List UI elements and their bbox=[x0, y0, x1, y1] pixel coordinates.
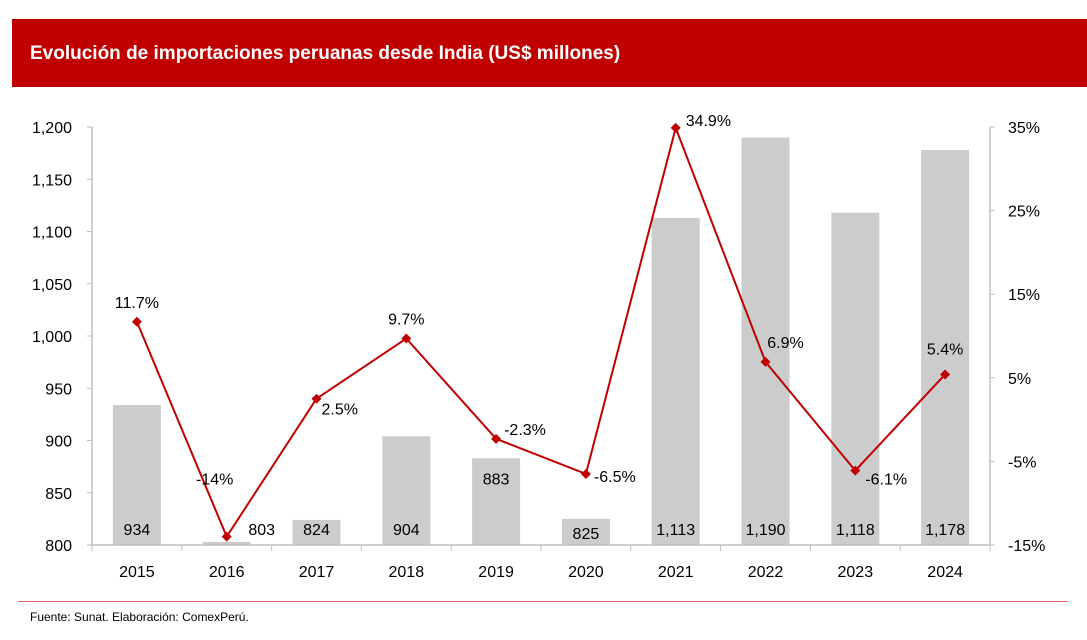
right-tick-label: 15% bbox=[1008, 287, 1040, 304]
chart: 800 850 900 950 1,000 1,050 1,100 1,150 1,200 -15… bbox=[32, 113, 1045, 581]
bar-2015 bbox=[112, 404, 161, 545]
left-tick-label: 1,150 bbox=[32, 172, 72, 189]
x-tick-label: 2020 bbox=[568, 564, 604, 581]
bar-2019 bbox=[472, 458, 521, 545]
growth-value-label: 34.9% bbox=[686, 113, 731, 130]
data-labels: 934 803 824 904 883 825 1,113 1,190 1,118 1,178 11… bbox=[115, 113, 965, 543]
bar-value-label: 883 bbox=[483, 471, 510, 488]
x-tick-label: 2017 bbox=[299, 564, 335, 581]
bar-value-label: 934 bbox=[124, 522, 151, 539]
bar-value-label: 1,178 bbox=[925, 522, 965, 539]
growth-marker-2023 bbox=[850, 465, 861, 476]
growth-value-label: 5.4% bbox=[927, 341, 963, 358]
growth-marker-2017 bbox=[311, 393, 322, 404]
left-tick-label: 1,050 bbox=[32, 277, 72, 294]
bar-2021 bbox=[651, 217, 700, 546]
growth-marker-2022 bbox=[760, 356, 771, 367]
growth-value-label: 9.7% bbox=[388, 312, 424, 329]
source-note: Fuente: Sunat. Elaboración: ComexPerú. bbox=[30, 610, 249, 624]
growth-line-path bbox=[135, 124, 946, 539]
left-tick-label: 900 bbox=[45, 434, 72, 451]
bar-2017 bbox=[292, 519, 341, 545]
bar-value-label: 825 bbox=[573, 526, 600, 543]
bar-value-label: 1,118 bbox=[836, 522, 875, 539]
growth-marker-2024 bbox=[940, 369, 951, 380]
x-tick-label: 2023 bbox=[838, 564, 874, 581]
growth-value-label: -6.5% bbox=[594, 469, 636, 486]
growth-value-label: 6.9% bbox=[767, 335, 803, 352]
bar-value-label: 1,113 bbox=[656, 522, 695, 539]
bar-2024 bbox=[921, 149, 970, 546]
bar-value-label: 803 bbox=[248, 522, 275, 539]
growth-marker-2019 bbox=[491, 433, 502, 444]
bar-2023 bbox=[831, 212, 880, 545]
growth-value-label: 2.5% bbox=[322, 402, 358, 419]
bars bbox=[112, 137, 970, 546]
bar-2018 bbox=[382, 436, 431, 545]
growth-value-label: -2.3% bbox=[504, 422, 546, 439]
right-tick-label: -5% bbox=[1008, 454, 1036, 471]
bar-2020 bbox=[561, 518, 610, 545]
title-bar: Evolución de importaciones peruanas desd… bbox=[12, 19, 1087, 87]
bar-value-label: 824 bbox=[303, 522, 330, 539]
right-tick-label: -15% bbox=[1008, 538, 1045, 555]
x-tick-label: 2016 bbox=[209, 564, 245, 581]
right-tick-label: 5% bbox=[1008, 371, 1031, 388]
bar-2016 bbox=[202, 541, 251, 545]
x-tick-label: 2024 bbox=[927, 564, 963, 581]
x-tick-label: 2021 bbox=[658, 564, 694, 581]
x-tick-label: 2015 bbox=[119, 564, 155, 581]
growth-marker-2020 bbox=[580, 468, 591, 479]
left-tick-label: 850 bbox=[45, 486, 72, 503]
bar-2022 bbox=[741, 137, 790, 545]
footer-divider bbox=[18, 601, 1068, 602]
bar-value-label: 904 bbox=[393, 522, 420, 539]
left-tick-label: 1,100 bbox=[32, 225, 72, 242]
x-tick-label: 2019 bbox=[478, 564, 514, 581]
growth-marker-2018 bbox=[401, 333, 412, 344]
x-tick-label: 2018 bbox=[389, 564, 425, 581]
bar-value-label: 1,190 bbox=[745, 522, 785, 539]
right-tick-label: 25% bbox=[1008, 204, 1040, 221]
left-tick-label: 1,000 bbox=[32, 329, 72, 346]
left-tick-label: 800 bbox=[45, 538, 72, 555]
growth-marker-2016 bbox=[221, 531, 232, 542]
chart-title: Evolución de importaciones peruanas desd… bbox=[30, 43, 621, 64]
growth-marker-2021 bbox=[670, 122, 681, 133]
left-tick-label: 950 bbox=[45, 381, 72, 398]
x-tick-label: 2022 bbox=[748, 564, 784, 581]
axes: 800 850 900 950 1,000 1,050 1,100 1,150 1,200 -15… bbox=[32, 120, 1045, 581]
growth-marker-2015 bbox=[131, 316, 142, 327]
growth-value-label: -14% bbox=[196, 472, 233, 489]
growth-value-label: 11.7% bbox=[115, 295, 159, 312]
growth-line bbox=[131, 122, 951, 542]
growth-value-label: -6.1% bbox=[865, 472, 907, 489]
left-tick-label: 1,200 bbox=[32, 120, 72, 137]
right-tick-label: 35% bbox=[1008, 120, 1040, 137]
